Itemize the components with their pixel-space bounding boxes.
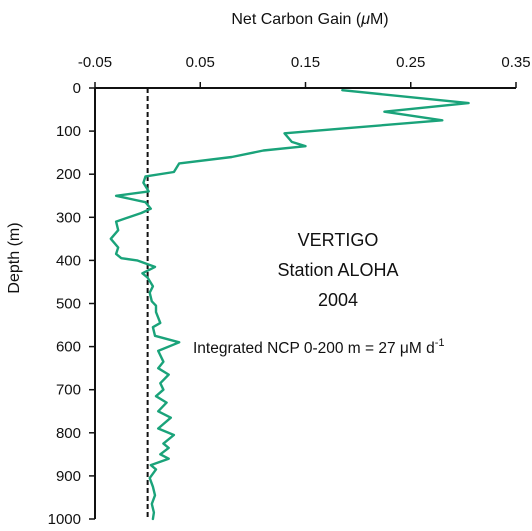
y-tick-label: 500	[56, 296, 81, 313]
x-axis: -0.05 0.05 0.15 0.25 0.35	[78, 54, 531, 89]
x-axis-title-unit: μ	[360, 11, 370, 28]
y-tick-label: 700	[56, 382, 81, 399]
y-tick-label: 1000	[48, 511, 81, 528]
y-tick-label: 300	[56, 209, 81, 226]
annotation-year: 2004	[318, 290, 358, 310]
x-axis-title: Net Carbon Gain (μM)	[231, 11, 388, 28]
y-axis-title: Depth (m)	[6, 222, 23, 293]
y-tick-label: 100	[56, 123, 81, 140]
y-tick-label: 600	[56, 339, 81, 356]
annotation-ncp: Integrated NCP 0-200 m = 27 μM d-1	[193, 337, 444, 357]
x-tick-label: 0.35	[501, 54, 530, 71]
annotation-vertigo: VERTIGO	[298, 230, 379, 250]
y-tick-label: 800	[56, 425, 81, 442]
series-line-ncp-profile	[109, 88, 470, 521]
x-tick-label: -0.05	[78, 54, 112, 71]
y-tick-label: 200	[56, 166, 81, 183]
y-axis: 0 100 200 300 400 500 600 700 800 900 1000	[48, 80, 96, 528]
y-tick-label: 0	[73, 80, 81, 97]
annotation-ncp-sup: -1	[435, 337, 445, 349]
series-group	[109, 88, 470, 521]
annotation-station: Station ALOHA	[277, 260, 398, 280]
x-tick-label: 0.25	[396, 54, 425, 71]
y-tick-label: 400	[56, 252, 81, 269]
x-tick-label: 0.15	[291, 54, 320, 71]
y-tick-label: 900	[56, 468, 81, 485]
annotation-ncp-main: Integrated NCP 0-200 m = 27 μM d	[193, 340, 435, 357]
x-tick-label: 0.05	[186, 54, 215, 71]
